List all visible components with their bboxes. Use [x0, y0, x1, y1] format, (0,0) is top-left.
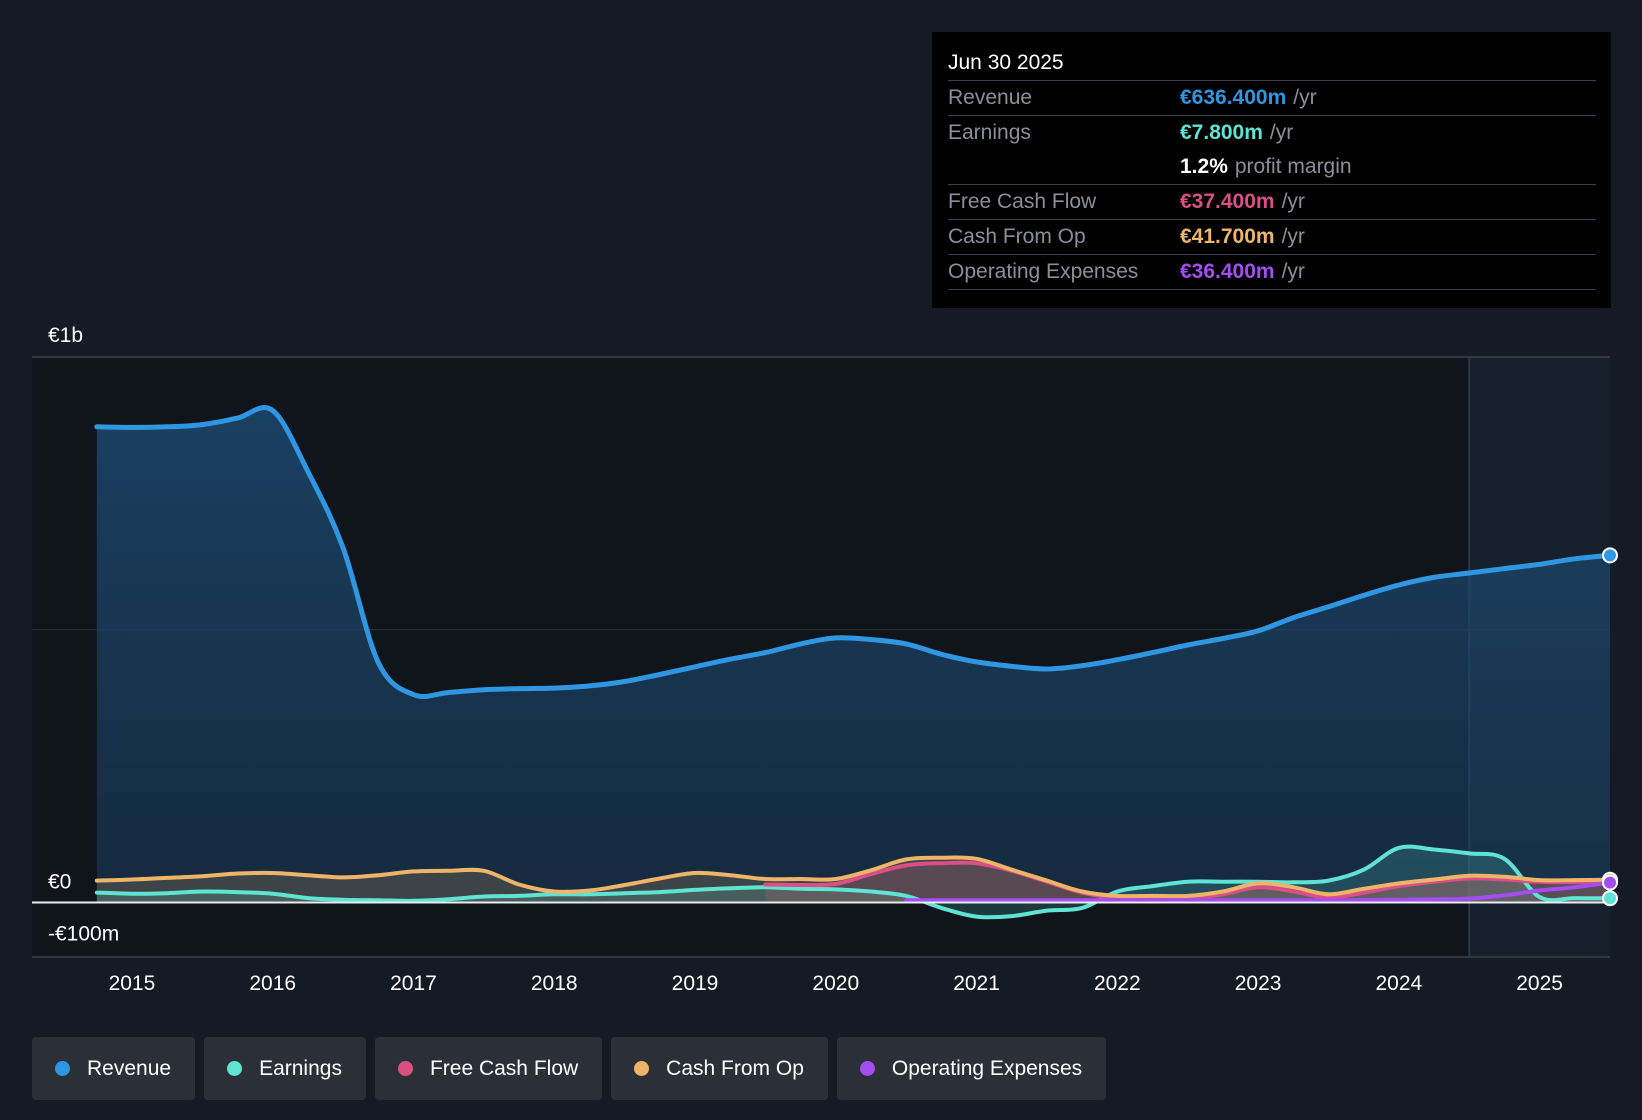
y-axis-label: €0 — [48, 870, 71, 893]
legend-label: Operating Expenses — [891, 1056, 1083, 1080]
x-tick-label: 2015 — [109, 972, 156, 995]
tooltip-value: €7.800m — [1180, 121, 1263, 144]
tooltip-unit: /yr — [1281, 260, 1305, 283]
x-tick-label: 2020 — [812, 972, 859, 995]
x-tick-label: 2024 — [1375, 972, 1422, 995]
operating-expenses-line — [904, 880, 1612, 903]
tooltip-unit: /yr — [1293, 86, 1317, 109]
x-tick-label: 2021 — [953, 972, 1000, 995]
legend-item-revenue[interactable]: Revenue — [32, 1037, 196, 1100]
tooltip-row-cash-from-op: Cash From Op €41.700m /yr — [948, 220, 1596, 255]
profit-margin-value: 1.2% — [1180, 155, 1228, 178]
x-tick-label: 2023 — [1235, 972, 1282, 995]
tooltip-row-free-cash-flow: Free Cash Flow €37.400m /yr — [948, 185, 1596, 220]
tooltip-label: Earnings — [948, 121, 1031, 144]
earnings-end-marker — [1602, 890, 1618, 907]
tooltip-value: €636.400m — [1180, 86, 1287, 109]
cash-from-op-line — [94, 855, 1612, 899]
earnings-line — [94, 844, 1612, 920]
legend-item-operating-expenses[interactable]: Operating Expenses — [836, 1037, 1107, 1100]
x-tick-label: 2017 — [390, 972, 437, 995]
tooltip-label: Operating Expenses — [948, 260, 1139, 283]
tooltip-label: Revenue — [948, 86, 1033, 109]
legend-label: Cash From Op — [666, 1056, 804, 1080]
tooltip-unit: /yr — [1281, 225, 1305, 248]
tooltip-row-operating-expenses: Operating Expenses €36.400m /yr — [948, 255, 1596, 290]
free-cash-flow-area — [765, 862, 1610, 903]
operating-expenses-end-marker — [1602, 874, 1618, 891]
legend-label: Free Cash Flow — [429, 1056, 579, 1080]
tooltip-row-profit-margin: 1.2% profit margin — [948, 150, 1596, 185]
x-tick-label: 2019 — [672, 972, 719, 995]
tooltip-unit: /yr — [1281, 190, 1305, 213]
revenue-end-marker — [1602, 547, 1618, 564]
legend-dot-icon — [227, 1061, 243, 1076]
legend-dot-icon — [397, 1061, 413, 1076]
tooltip-label: Cash From Op — [948, 225, 1086, 248]
x-tick-label: 2016 — [249, 972, 296, 995]
legend: Revenue Earnings Free Cash Flow Cash Fro… — [32, 1037, 1107, 1100]
revenue-area — [96, 407, 1610, 903]
x-tick-label: 2022 — [1094, 972, 1141, 995]
legend-item-cash-from-op[interactable]: Cash From Op — [611, 1037, 828, 1100]
y-axis-label: €1b — [48, 324, 83, 347]
tooltip-panel: Jun 30 2025 Revenue €636.400m /yr Earnin… — [932, 32, 1611, 308]
tooltip-value: €37.400m — [1180, 190, 1275, 213]
tooltip-value: €36.400m — [1180, 260, 1275, 283]
legend-label: Revenue — [87, 1056, 172, 1080]
profit-margin-text: profit margin — [1234, 155, 1352, 178]
tooltip-date: Jun 30 2025 — [948, 46, 1596, 81]
revenue-line — [94, 405, 1613, 699]
y-axis-label: -€100m — [48, 922, 119, 945]
legend-item-free-cash-flow[interactable]: Free Cash Flow — [374, 1037, 603, 1100]
tooltip-label: Free Cash Flow — [948, 190, 1097, 213]
x-tick-label: 2025 — [1516, 972, 1563, 995]
tooltip-row-revenue: Revenue €636.400m /yr — [948, 81, 1596, 116]
x-tick-label: 2018 — [531, 972, 578, 995]
legend-dot-icon — [55, 1061, 70, 1076]
tooltip-value: €41.700m — [1180, 225, 1275, 248]
legend-label: Earnings — [259, 1056, 342, 1080]
legend-dot-icon — [634, 1061, 650, 1076]
legend-dot-icon — [859, 1061, 875, 1076]
tooltip-row-earnings: Earnings €7.800m /yr — [948, 116, 1596, 150]
legend-item-earnings[interactable]: Earnings — [204, 1037, 366, 1100]
tooltip-unit: /yr — [1269, 121, 1294, 144]
